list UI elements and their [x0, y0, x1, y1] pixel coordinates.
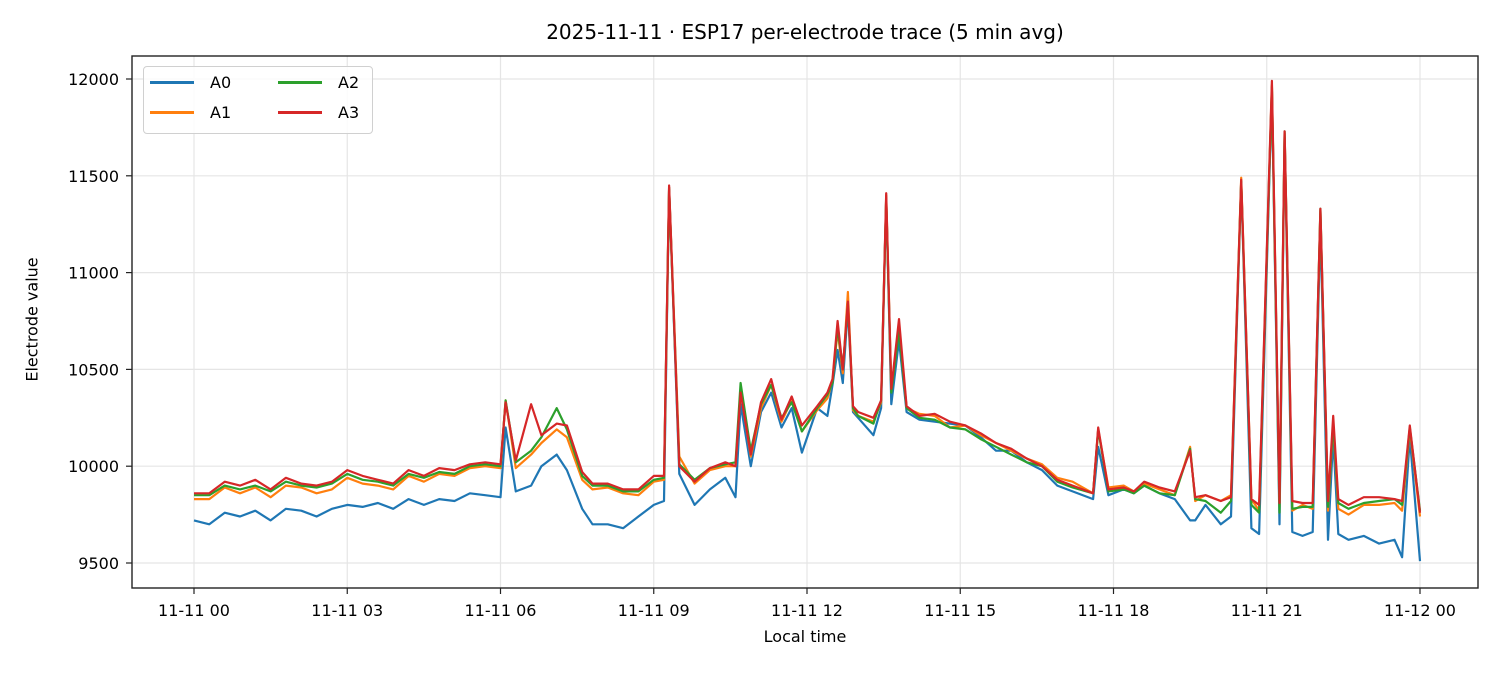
- legend-swatch-a2: [278, 81, 322, 84]
- x-tick-label: 11-11 15: [924, 601, 996, 620]
- legend-item-a3: A3: [278, 103, 359, 122]
- series-line-a1: [194, 83, 1422, 517]
- legend-label: A2: [338, 73, 360, 92]
- y-tick-label: 10500: [68, 360, 119, 379]
- legend-item-a1: A1: [150, 103, 231, 122]
- x-tick-label: 11-11 06: [465, 601, 537, 620]
- legend-label: A0: [210, 73, 232, 92]
- y-tick-label: 12000: [68, 70, 119, 89]
- x-tick-label: 11-11 09: [618, 601, 690, 620]
- legend-label: A1: [210, 103, 232, 122]
- legend-label: A3: [338, 103, 360, 122]
- x-tick-label: 11-11 12: [771, 601, 843, 620]
- y-tick-label: 11000: [68, 264, 119, 283]
- chart-title: 2025-11-11 · ESP17 per-electrode trace (…: [546, 20, 1064, 44]
- legend-swatch-a1: [150, 111, 194, 114]
- series-line-a3: [194, 79, 1422, 513]
- legend-swatch-a0: [150, 81, 194, 84]
- legend: A0 A1 A2 A3: [143, 66, 373, 134]
- y-tick-label: 9500: [78, 554, 119, 573]
- x-tick-label: 11-11 03: [311, 601, 383, 620]
- x-tick-label: 11-12 00: [1384, 601, 1456, 620]
- x-axis-label: Local time: [763, 627, 847, 646]
- y-tick-label: 11500: [68, 167, 119, 186]
- y-tick-label: 10000: [68, 457, 119, 476]
- legend-item-a2: A2: [278, 73, 359, 92]
- x-tick-label: 11-11 18: [1078, 601, 1150, 620]
- legend-item-a0: A0: [150, 73, 231, 92]
- y-axis-label: Electrode value: [22, 257, 42, 382]
- x-tick-label: 11-11 21: [1231, 601, 1303, 620]
- x-tick-label: 11-11 00: [158, 601, 230, 620]
- legend-swatch-a3: [278, 111, 322, 114]
- axes-frame: [131, 55, 1479, 589]
